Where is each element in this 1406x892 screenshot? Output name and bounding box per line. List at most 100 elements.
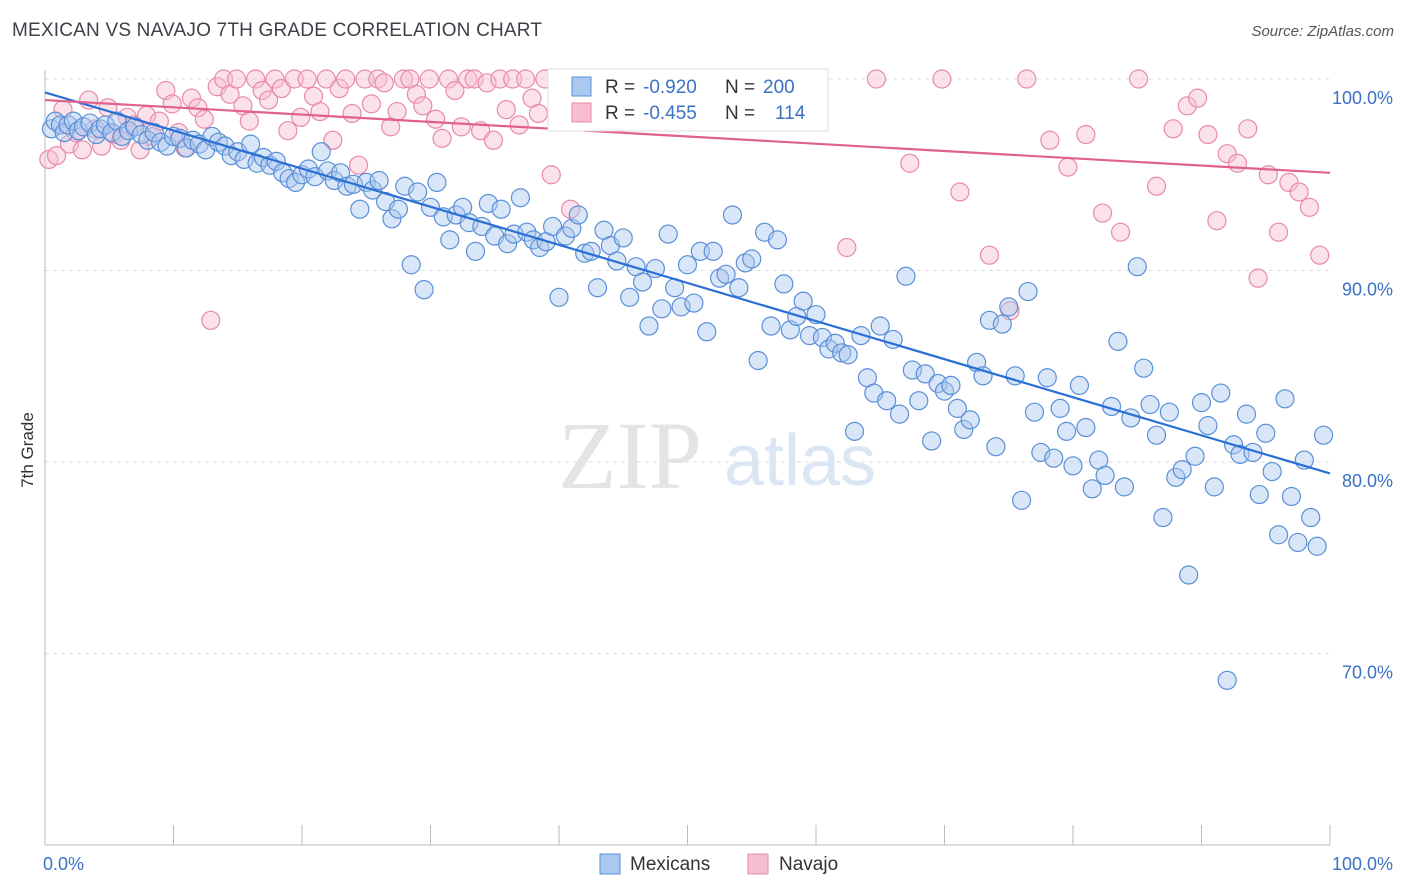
navajo-point <box>1238 119 1258 139</box>
mexicans-point <box>1249 484 1269 505</box>
navajo-point <box>201 310 221 330</box>
mexicans-point <box>652 299 672 319</box>
navajo-point <box>181 88 202 108</box>
navajo-point <box>1268 222 1289 242</box>
mexicans-point <box>722 205 743 225</box>
mexicans-point <box>979 310 1000 330</box>
navajo-point <box>837 237 857 258</box>
mexicans-point <box>915 364 935 384</box>
legend-blue-n-value: 200 <box>763 77 795 98</box>
mexicans-trend-line <box>44 91 1331 475</box>
trend-lines <box>44 91 1331 475</box>
navajo-point <box>1198 124 1218 145</box>
navajo-point <box>265 69 285 89</box>
mexicans-point <box>95 115 115 135</box>
watermark-zip: ZIP <box>558 402 702 509</box>
navajo-point <box>258 90 279 110</box>
navajo-point <box>1128 69 1149 89</box>
navajo-point <box>515 69 536 89</box>
mexicans-point <box>1288 532 1308 553</box>
mexicans-point <box>844 421 865 441</box>
navajo-point <box>387 101 407 122</box>
mexicans-point <box>1076 417 1096 438</box>
mexicans-point <box>90 119 110 139</box>
mexicans-point <box>1069 375 1090 395</box>
mexicans-point <box>902 360 922 380</box>
navajo-point <box>348 155 369 175</box>
navajo-point <box>541 165 561 185</box>
navajo-point <box>458 69 478 89</box>
mexicans-point <box>1166 467 1186 487</box>
mexicans-point <box>793 291 813 311</box>
navajo-point <box>291 107 311 127</box>
navajo-point <box>426 109 446 129</box>
mexicans-point <box>472 216 492 237</box>
navajo-point <box>445 80 465 101</box>
mexicans-point <box>414 280 434 300</box>
legend-blue-r-value: -0.920 <box>643 77 697 98</box>
mexicans-point <box>440 230 460 250</box>
mexicans-point <box>510 188 531 208</box>
mexicans-point <box>1179 565 1199 585</box>
navajo-point <box>419 69 439 89</box>
mexicans-point <box>877 391 897 411</box>
mexicans-point <box>1262 461 1282 482</box>
y-tick-label: 70.0% <box>1342 663 1393 683</box>
navajo-trend-line <box>44 98 1331 174</box>
navajo-point <box>451 117 471 137</box>
mexicans-point <box>1211 383 1231 403</box>
navajo-point <box>374 73 394 93</box>
navajo-point <box>932 69 952 89</box>
mexicans-point <box>1307 536 1327 556</box>
navajo-point <box>477 73 497 93</box>
mexicans-point <box>63 111 83 131</box>
legend-mexicans-label: Mexicans <box>630 854 710 875</box>
navajo-point <box>329 78 349 99</box>
mexicans-point <box>581 241 601 261</box>
mexicans-point <box>369 170 389 191</box>
mexicans-point <box>382 209 402 229</box>
navajo-point <box>72 140 92 160</box>
navajo-point <box>162 94 182 114</box>
navajo-point <box>1058 157 1078 177</box>
series-mexicans-points <box>41 111 1334 690</box>
mexicans-point <box>716 264 736 284</box>
navajo-point <box>1299 197 1320 217</box>
mexicans-point <box>954 419 974 440</box>
mexicans-point <box>1056 421 1077 441</box>
navajo-point <box>226 69 247 89</box>
navajo-point <box>393 69 414 89</box>
legend-navajo-label: Navajo <box>779 854 838 875</box>
mexicans-point <box>632 272 653 292</box>
mexicans-point <box>1140 394 1160 415</box>
mexicans-point <box>1050 398 1070 418</box>
mexicans-point <box>1114 477 1135 497</box>
mexicans-point <box>1198 416 1218 436</box>
navajo-point <box>560 199 581 219</box>
mexicans-point <box>992 314 1012 334</box>
mexicans-point <box>350 199 370 219</box>
navajo-point <box>310 101 330 122</box>
navajo-point <box>1017 69 1037 89</box>
mexicans-point <box>1037 368 1057 388</box>
mexicans-point <box>1153 507 1173 528</box>
legend-pink-n-label: N = <box>725 103 755 124</box>
mexicans-point <box>125 117 145 137</box>
mexicans-point <box>1146 425 1167 445</box>
navajo-point <box>297 69 317 89</box>
legend-mexicans-swatch <box>599 853 621 875</box>
mexicans-point <box>1268 525 1289 545</box>
navajo-point <box>413 96 433 116</box>
mexicans-point <box>767 230 788 250</box>
mexicans-point <box>1217 670 1237 690</box>
mexicans-point <box>896 266 916 286</box>
mexicans-point <box>80 113 100 133</box>
mexicans-point <box>1011 490 1032 510</box>
legend-pink-r-label: R = <box>605 103 635 124</box>
navajo-point <box>336 69 356 89</box>
mexicans-point <box>58 115 78 135</box>
mexicans-point <box>1095 465 1115 486</box>
mexicans-point <box>999 297 1019 317</box>
mexicans-point <box>1108 331 1128 351</box>
